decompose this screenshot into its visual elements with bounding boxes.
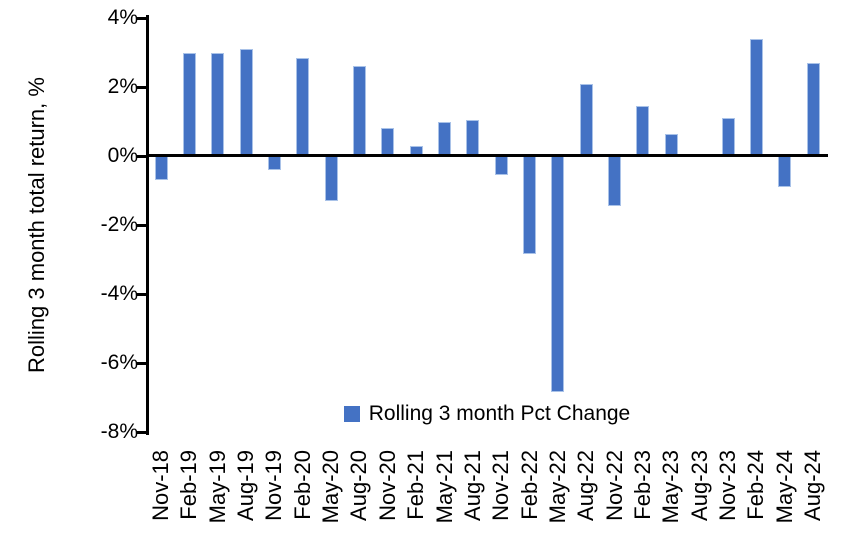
bar <box>267 156 281 170</box>
y-tick-label: -4% <box>100 282 138 305</box>
bar <box>324 156 338 201</box>
x-tick-label: Aug-24 <box>800 450 826 521</box>
bar <box>551 156 565 393</box>
x-tick-label: May-20 <box>318 450 344 524</box>
x-tick-label: Feb-20 <box>289 450 315 520</box>
y-tick-mark <box>137 293 149 296</box>
bar <box>778 156 792 188</box>
x-tick-label: May-23 <box>658 450 684 524</box>
bar <box>494 156 508 175</box>
bar <box>154 156 168 181</box>
y-axis-title: Rolling 3 month total return, % <box>24 77 49 373</box>
bar <box>664 133 678 156</box>
x-tick-label: Aug-20 <box>346 450 372 521</box>
x-tick-label: Feb-23 <box>629 450 655 520</box>
x-tick-label: Aug-22 <box>573 450 599 521</box>
y-tick-mark <box>137 86 149 89</box>
bar <box>523 156 537 255</box>
x-tick-label: Nov-21 <box>488 450 514 521</box>
y-tick-label: 2% <box>107 75 138 98</box>
x-tick-label: Nov-23 <box>715 450 740 521</box>
bar <box>806 62 820 156</box>
x-tick-label: Nov-18 <box>148 450 173 521</box>
x-tick-label: May-21 <box>431 450 457 524</box>
legend: Rolling 3 month Pct Change <box>146 401 828 427</box>
legend-label: Rolling 3 month Pct Change <box>368 402 631 425</box>
bar <box>381 128 395 156</box>
y-tick-label: 4% <box>107 6 138 29</box>
bar <box>211 52 225 156</box>
x-tick-label: Feb-19 <box>176 450 202 520</box>
x-axis-zero-line <box>146 154 828 157</box>
y-tick-mark <box>137 17 149 20</box>
x-tick-label: Aug-23 <box>686 450 712 521</box>
y-tick-mark <box>137 362 149 365</box>
x-tick-label: Feb-24 <box>743 450 769 520</box>
y-tick-label: -8% <box>100 420 138 443</box>
bar <box>636 105 650 156</box>
x-tick-label: Feb-21 <box>403 450 429 520</box>
bar <box>466 119 480 156</box>
bar <box>239 49 253 156</box>
y-tick-label: -6% <box>100 351 138 374</box>
y-tick-mark <box>137 155 149 158</box>
x-tick-label: May-22 <box>544 450 570 524</box>
y-tick-label: -2% <box>100 213 138 236</box>
bar <box>352 66 366 156</box>
x-tick-label: Nov-22 <box>601 450 627 521</box>
x-tick-label: May-19 <box>204 450 230 524</box>
x-tick-label: May-24 <box>771 450 797 524</box>
y-tick-mark <box>137 224 149 227</box>
y-axis-line <box>146 15 149 435</box>
x-tick-label: Aug-19 <box>233 450 259 521</box>
x-tick-label: Feb-22 <box>516 450 542 520</box>
bar <box>721 118 735 156</box>
y-tick-label: 0% <box>107 144 138 167</box>
x-tick-label: Nov-19 <box>261 450 287 521</box>
bar <box>749 38 763 156</box>
x-tick-label: Aug-21 <box>459 450 485 521</box>
x-tick-label: Nov-20 <box>374 450 400 521</box>
bar <box>296 57 310 156</box>
y-tick-mark <box>137 431 149 434</box>
bar <box>182 52 196 156</box>
bar <box>608 156 622 207</box>
bar <box>579 83 593 156</box>
bar <box>438 121 451 156</box>
legend-marker-icon <box>343 406 360 422</box>
